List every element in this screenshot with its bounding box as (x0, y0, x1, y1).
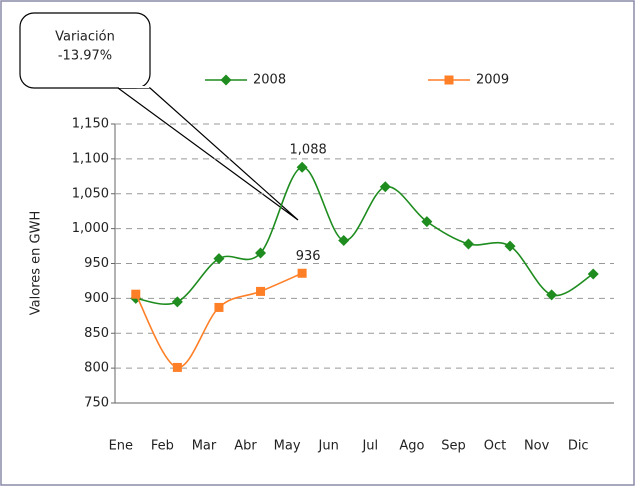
x-tick-label: Jun (318, 439, 339, 454)
callout-text: Variación (55, 30, 115, 45)
data-label: 1,088 (290, 143, 327, 158)
x-tick-label: Nov (524, 439, 550, 454)
marker (171, 296, 183, 308)
marker (214, 302, 224, 312)
y-tick-label: 1,050 (72, 186, 109, 201)
marker (379, 181, 391, 193)
marker (296, 161, 308, 173)
y-axis-label: Valores en GWH (29, 211, 44, 315)
marker (256, 286, 266, 296)
x-tick-label: Ene (109, 439, 133, 454)
y-tick-label: 750 (84, 396, 109, 411)
x-tick-label: Sep (441, 439, 466, 454)
y-tick-label: 1,150 (72, 117, 109, 132)
x-tick-label: Feb (151, 439, 174, 454)
x-tick-label: May (274, 439, 301, 454)
data-label: 936 (296, 249, 321, 264)
marker (220, 74, 232, 86)
marker (421, 216, 433, 228)
marker (131, 289, 141, 299)
x-tick-label: Jul (361, 439, 378, 454)
marker (546, 289, 558, 301)
x-tick-label: Oct (484, 439, 506, 454)
marker (444, 75, 454, 85)
callout-box (19, 12, 151, 89)
marker (213, 253, 225, 265)
marker (462, 238, 474, 250)
line (135, 272, 303, 369)
callout-text: -13.97% (58, 49, 112, 64)
x-tick-label: Abr (234, 439, 257, 454)
legend-label: 2009 (476, 73, 509, 88)
x-tick-label: Mar (192, 439, 217, 454)
y-tick-label: 950 (84, 256, 109, 271)
y-tick-label: 850 (84, 326, 109, 341)
y-tick-label: 800 (84, 361, 109, 376)
x-tick-label: Ago (399, 439, 424, 454)
marker (255, 247, 267, 259)
marker (338, 234, 350, 246)
y-tick-label: 1,100 (72, 151, 109, 166)
x-tick-label: Dic (568, 439, 589, 454)
marker (297, 268, 307, 278)
legend-label: 2008 (253, 73, 286, 88)
y-tick-label: 1,000 (72, 221, 109, 236)
marker (504, 240, 516, 252)
y-tick-label: 900 (84, 291, 109, 306)
marker (172, 362, 182, 372)
marker (587, 268, 599, 280)
